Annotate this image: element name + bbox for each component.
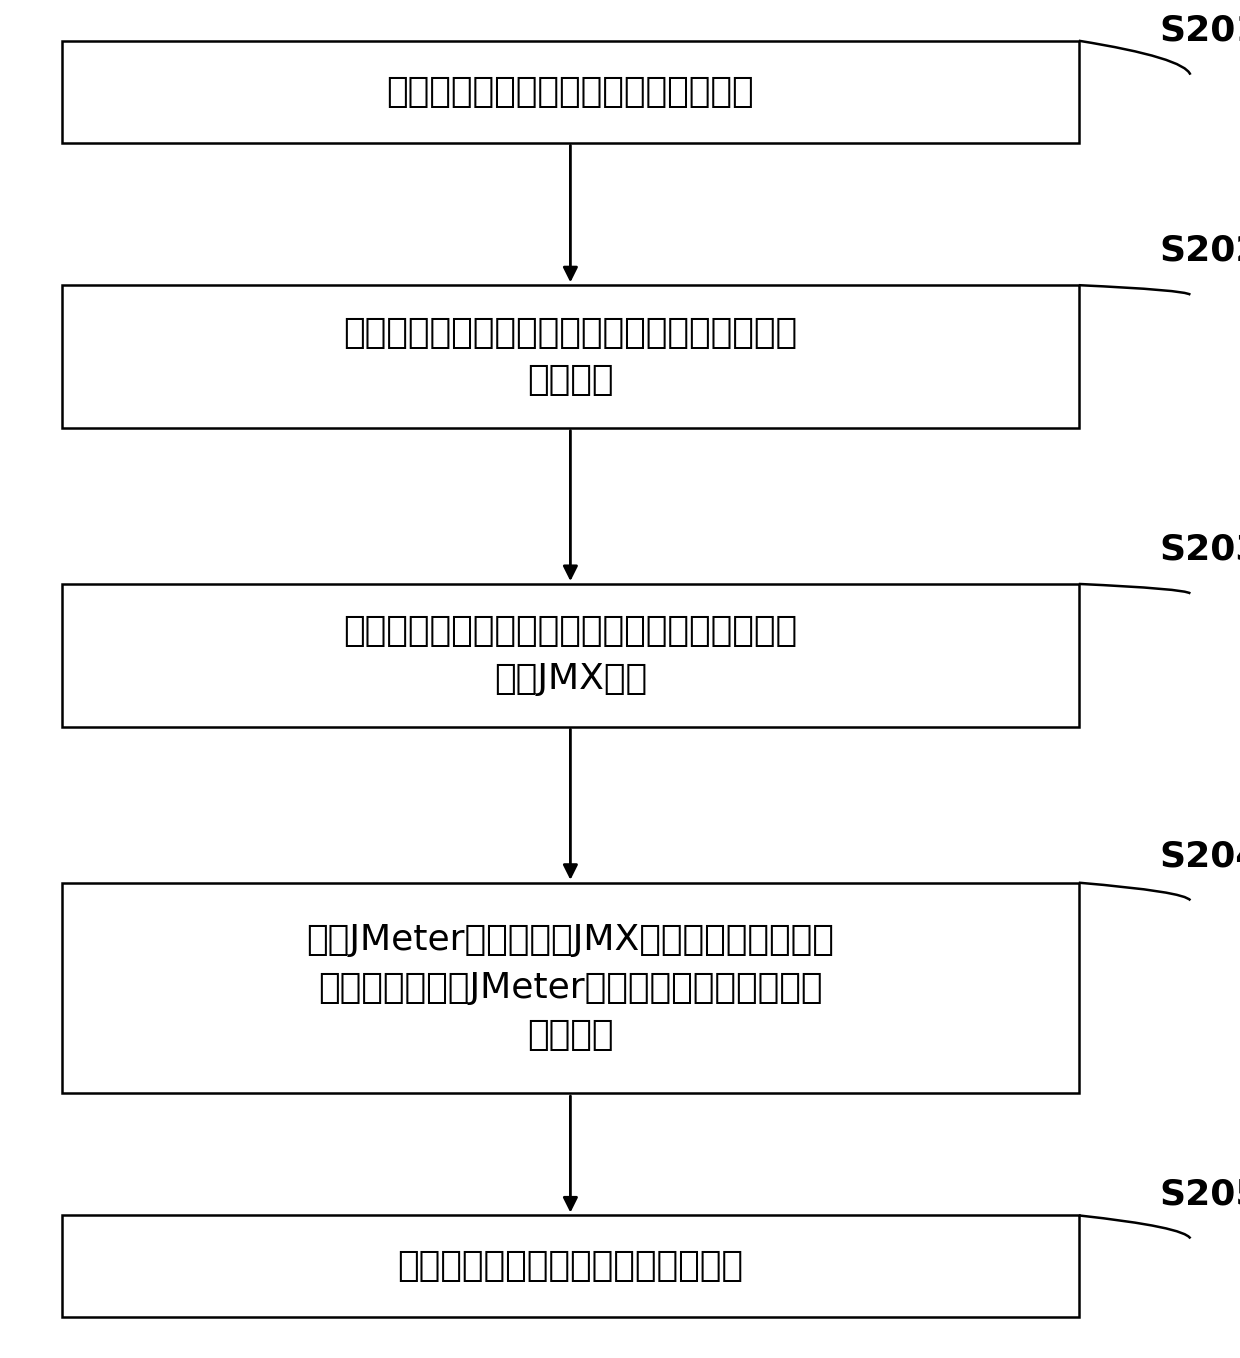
Text: 获取类文件中的方法、方法返回值类型、参数和
参数类型: 获取类文件中的方法、方法返回值类型、参数和 参数类型 [343,315,797,398]
Bar [62,285,1079,428]
Text: S203: S203 [1159,532,1240,566]
Text: S204: S204 [1159,839,1240,873]
Text: 生成包含方法、方法返回值类型、参数和参数类
型的JMX文件: 生成包含方法、方法返回值类型、参数和参数类 型的JMX文件 [343,614,797,697]
Text: S202: S202 [1159,234,1240,268]
Text: 通过可视化的显示界面显示测试用例: 通过可视化的显示界面显示测试用例 [397,1249,744,1283]
Bar [62,1215,1079,1317]
Bar [62,883,1079,1093]
Text: S205: S205 [1159,1177,1240,1211]
Bar [62,41,1079,143]
Text: 获取待测试的类文件，并获取环境信息: 获取待测试的类文件，并获取环境信息 [387,75,754,109]
Text: 通过JMeter工具，根据JMX文件生成类文件的测
试用例，并通过JMeter工具将环境信息添加到测
试用例中: 通过JMeter工具，根据JMX文件生成类文件的测 试用例，并通过JMeter工… [306,923,835,1052]
Bar [62,584,1079,727]
Text: S201: S201 [1159,14,1240,48]
